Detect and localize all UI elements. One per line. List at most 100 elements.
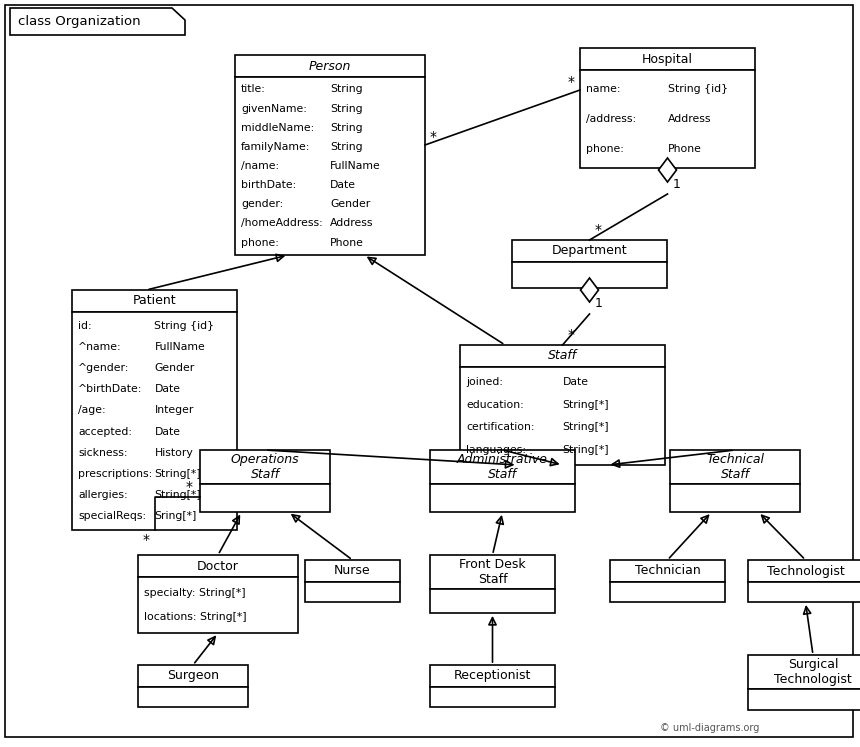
Bar	[72, 290, 237, 312]
Bar	[235, 55, 425, 77]
Bar	[235, 77, 425, 255]
Text: String[*]: String[*]	[562, 400, 609, 409]
Text: 1: 1	[594, 297, 602, 311]
Text: Technician: Technician	[635, 565, 700, 577]
Text: id:: id:	[78, 320, 92, 331]
Text: specialty: String[*]: specialty: String[*]	[144, 588, 246, 598]
Text: String: String	[330, 104, 363, 114]
Bar	[430, 589, 555, 613]
Bar	[670, 450, 800, 484]
Text: Surgical
Technologist: Surgical Technologist	[774, 658, 852, 686]
Bar	[138, 665, 248, 687]
Bar	[610, 560, 725, 582]
Text: Date: Date	[155, 427, 181, 436]
Text: String: String	[330, 142, 363, 152]
Text: Address: Address	[330, 218, 373, 229]
Text: Department: Department	[551, 244, 627, 258]
Bar	[72, 312, 237, 530]
Text: String: String	[330, 84, 363, 94]
Text: joined:: joined:	[466, 376, 503, 387]
Text: ^gender:: ^gender:	[78, 363, 129, 373]
Bar	[460, 345, 665, 367]
Bar	[138, 555, 298, 577]
Bar	[200, 450, 330, 484]
Text: © uml-diagrams.org: © uml-diagrams.org	[660, 723, 759, 733]
Text: title:: title:	[241, 84, 266, 94]
Text: History: History	[155, 447, 194, 458]
Text: Receptionist: Receptionist	[454, 669, 531, 683]
Text: Technical
Staff: Technical Staff	[706, 453, 764, 481]
Bar	[748, 655, 860, 689]
Text: class Organization: class Organization	[18, 16, 141, 28]
Text: Patient: Patient	[132, 294, 176, 308]
Text: String {id}: String {id}	[667, 84, 728, 94]
Text: Date: Date	[562, 376, 588, 387]
Text: middleName:: middleName:	[241, 123, 314, 133]
Text: languages:: languages:	[466, 445, 526, 455]
Bar	[430, 665, 555, 687]
Bar	[580, 70, 755, 168]
Polygon shape	[659, 158, 677, 182]
Bar	[200, 484, 330, 512]
Text: Phone: Phone	[667, 143, 702, 154]
Text: Gender: Gender	[330, 199, 371, 209]
Bar	[580, 48, 755, 70]
Bar	[670, 484, 800, 512]
Text: prescriptions:: prescriptions:	[78, 469, 152, 479]
Bar	[748, 560, 860, 582]
Text: /homeAddress:: /homeAddress:	[241, 218, 322, 229]
Text: *: *	[143, 533, 150, 547]
Text: locations: String[*]: locations: String[*]	[144, 613, 247, 622]
Text: certification:: certification:	[466, 422, 535, 433]
Bar	[430, 484, 575, 512]
Bar	[138, 577, 298, 633]
Bar	[512, 262, 667, 288]
Text: String: String	[330, 123, 363, 133]
Text: Address: Address	[667, 114, 711, 124]
Bar	[430, 450, 575, 484]
Text: ^birthDate:: ^birthDate:	[78, 384, 143, 394]
Text: *: *	[568, 328, 574, 342]
Text: Front Desk
Staff: Front Desk Staff	[459, 558, 525, 586]
Text: Gender: Gender	[155, 363, 194, 373]
Bar	[610, 582, 725, 602]
Text: /address:: /address:	[586, 114, 636, 124]
Text: ^name:: ^name:	[78, 342, 121, 352]
Text: name:: name:	[586, 84, 621, 94]
Text: /age:: /age:	[78, 406, 106, 415]
Bar	[748, 689, 860, 710]
Text: Phone: Phone	[330, 238, 364, 247]
Text: String[*]: String[*]	[155, 469, 201, 479]
Text: Integer: Integer	[155, 406, 194, 415]
Text: String[*]: String[*]	[562, 445, 609, 455]
Text: sickness:: sickness:	[78, 447, 127, 458]
Bar	[138, 687, 248, 707]
Text: Date: Date	[330, 180, 356, 190]
Text: gender:: gender:	[241, 199, 283, 209]
Text: familyName:: familyName:	[241, 142, 310, 152]
Text: String {id}: String {id}	[155, 320, 214, 331]
Text: birthDate:: birthDate:	[241, 180, 296, 190]
Text: Technologist: Technologist	[766, 565, 845, 577]
Text: Nurse: Nurse	[335, 565, 371, 577]
Text: String[*]: String[*]	[562, 422, 609, 433]
Text: Doctor: Doctor	[197, 560, 239, 572]
Text: FullName: FullName	[155, 342, 206, 352]
Bar	[430, 687, 555, 707]
Text: Person: Person	[309, 60, 351, 72]
Text: education:: education:	[466, 400, 524, 409]
Bar	[305, 582, 400, 602]
Text: Administrative
Staff: Administrative Staff	[457, 453, 548, 481]
Bar	[430, 555, 555, 589]
Text: *: *	[594, 223, 601, 237]
Bar	[512, 240, 667, 262]
Polygon shape	[10, 8, 185, 35]
Text: FullName: FullName	[330, 161, 381, 171]
Text: phone:: phone:	[586, 143, 624, 154]
Text: *: *	[430, 130, 437, 144]
Text: Surgeon: Surgeon	[167, 669, 219, 683]
Text: Sring[*]: Sring[*]	[155, 511, 197, 521]
Text: Hospital: Hospital	[642, 52, 693, 66]
Text: allergies:: allergies:	[78, 490, 127, 500]
Text: Operations
Staff: Operations Staff	[230, 453, 299, 481]
